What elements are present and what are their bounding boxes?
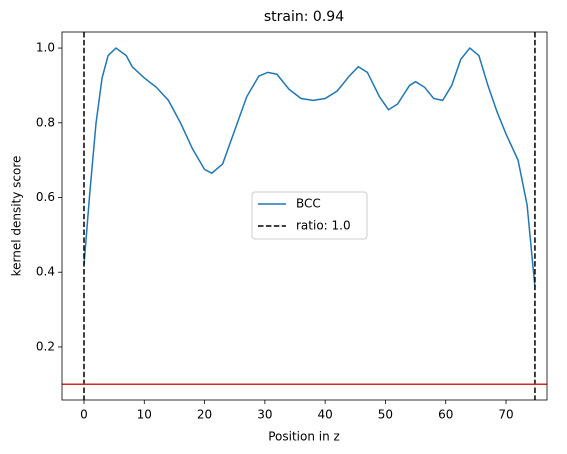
axes-frame	[61, 31, 548, 401]
x-tick-label: 40	[318, 408, 333, 422]
x-tick-label: 20	[197, 408, 212, 422]
chart-title: strain: 0.94	[264, 9, 344, 25]
x-tick-label: 70	[498, 408, 513, 422]
y-tick-label: 0.8	[36, 115, 55, 129]
y-tick-label: 0.2	[36, 339, 55, 353]
x-tick-label: 50	[378, 408, 393, 422]
legend-label: BCC	[296, 197, 321, 211]
x-tick-label: 60	[438, 408, 453, 422]
y-tick-label: 1.0	[36, 41, 55, 55]
x-tick-label: 10	[137, 408, 152, 422]
x-tick-label: 0	[80, 408, 88, 422]
x-axis-label: Position in z	[268, 430, 340, 444]
data-line	[83, 47, 536, 288]
y-tick-label: 0.4	[36, 265, 55, 279]
y-axis-label: kernel density score	[10, 156, 24, 277]
legend-label: ratio: 1.0	[296, 219, 351, 233]
x-tick-label: 30	[257, 408, 272, 422]
y-tick-label: 0.6	[36, 190, 55, 204]
